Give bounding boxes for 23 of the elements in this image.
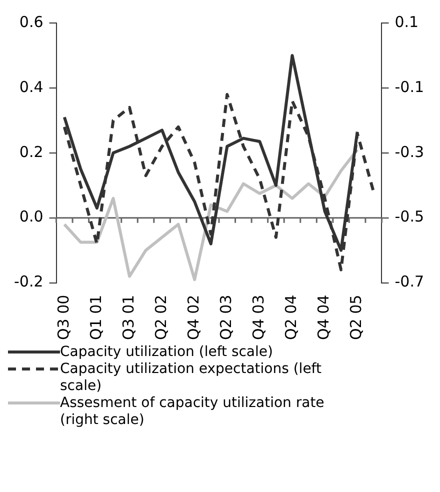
x-tick-label: Q4 04: [314, 294, 333, 340]
y-tick-label: 0.6: [19, 12, 44, 31]
y-tick-label: 0.0: [19, 208, 44, 226]
x-tick-label: Q3 00: [54, 294, 72, 340]
x-tick-label: Q3 01: [119, 294, 138, 340]
y-tick-label: 0.2: [19, 142, 44, 161]
x-tick-label: Q4 03: [250, 294, 268, 340]
y-tick-label: 0.4: [19, 78, 44, 96]
legend-label: Capacity utilization (left scale): [60, 344, 274, 361]
legend-label: Assesment of capacity utilization rate (right scale): [60, 395, 326, 429]
x-tick-label: Q2 03: [217, 294, 236, 340]
y2-tick-label: -0.3: [394, 142, 424, 161]
y2-tick-label: -0.5: [394, 208, 424, 226]
x-tick-label: Q4 02: [184, 294, 202, 340]
x-tick-label: Q2 02: [152, 294, 170, 340]
x-tick-label: Q1 01: [86, 294, 105, 340]
x-tick-label: Q2 04: [282, 294, 300, 340]
y2-tick-label: 0.1: [394, 12, 419, 31]
x-tick-label: Q2 05: [347, 294, 366, 340]
legend-label: Capacity utilization expectations (left scale): [60, 361, 322, 395]
y-tick-label: -0.2: [14, 272, 44, 291]
y2-tick-label: -0.1: [394, 78, 424, 96]
y2-tick-label: -0.7: [394, 272, 424, 291]
